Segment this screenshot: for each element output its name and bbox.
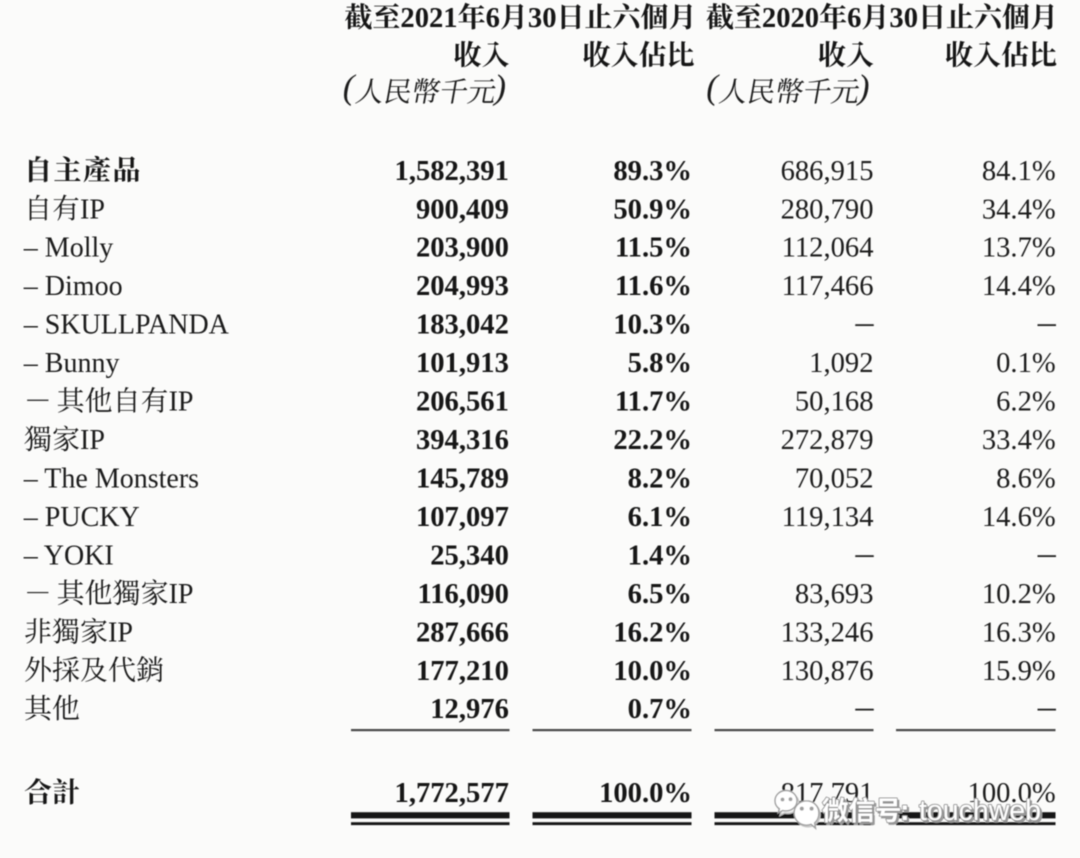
svg-text:25,340: 25,340 [430, 540, 509, 571]
svg-text:IP: IP [108, 617, 133, 648]
svg-text:117,466: 117,466 [782, 271, 874, 302]
svg-text:– YOKI: – YOKI [23, 540, 114, 571]
svg-text:112,064: 112,064 [782, 233, 874, 264]
svg-text:6: 6 [486, 3, 500, 34]
svg-text:11.5%: 11.5% [615, 233, 692, 264]
svg-text:– The Monsters: – The Monsters [23, 463, 199, 494]
svg-text:8.6%: 8.6% [996, 463, 1056, 494]
svg-text:IP: IP [80, 425, 105, 456]
svg-text:2020: 2020 [762, 3, 819, 34]
svg-text:2021: 2021 [400, 3, 457, 34]
svg-text:34.4%: 34.4% [982, 194, 1056, 225]
svg-text:6.2%: 6.2% [996, 387, 1056, 418]
svg-text:686,915: 686,915 [781, 156, 874, 187]
svg-text:1,092: 1,092 [809, 348, 873, 379]
svg-text:900,409: 900,409 [416, 194, 509, 225]
svg-text:33.4%: 33.4% [982, 425, 1056, 456]
svg-text:101,913: 101,913 [416, 348, 509, 379]
svg-text:8.2%: 8.2% [628, 463, 692, 494]
svg-text:–: – [1037, 532, 1057, 572]
svg-text:100.0%: 100.0% [599, 778, 692, 809]
svg-text:0.1%: 0.1% [996, 348, 1056, 379]
svg-text:119,134: 119,134 [782, 502, 874, 533]
svg-text:0.7%: 0.7% [628, 694, 692, 725]
svg-text:–: – [855, 686, 875, 726]
svg-text:116,090: 116,090 [418, 579, 509, 610]
svg-text:IP: IP [169, 387, 194, 418]
svg-text:touchweb: touchweb [921, 797, 1043, 829]
svg-text:12,976: 12,976 [430, 694, 509, 725]
svg-text:83,693: 83,693 [795, 579, 874, 610]
svg-text:– Molly: – Molly [23, 233, 113, 264]
svg-text:84.1%: 84.1% [982, 156, 1056, 187]
svg-text:14.4%: 14.4% [982, 271, 1056, 302]
svg-text:IP: IP [169, 579, 194, 610]
svg-text:272,879: 272,879 [781, 425, 874, 456]
svg-text:100.0%: 100.0% [968, 778, 1056, 809]
svg-text:–: – [855, 302, 875, 342]
svg-text:– SKULLPANDA: – SKULLPANDA [23, 310, 230, 341]
svg-text:177,210: 177,210 [416, 656, 509, 687]
svg-text:70,052: 70,052 [795, 463, 874, 494]
svg-text:10.2%: 10.2% [982, 579, 1056, 610]
svg-text:14.6%: 14.6% [982, 502, 1056, 533]
svg-text:16.3%: 16.3% [982, 617, 1056, 648]
svg-text:30: 30 [889, 3, 918, 34]
svg-text:287,666: 287,666 [416, 617, 509, 648]
svg-text:15.9%: 15.9% [982, 656, 1056, 687]
svg-text:203,900: 203,900 [416, 233, 509, 264]
svg-text:IP: IP [80, 194, 105, 225]
svg-text:107,097: 107,097 [416, 502, 509, 533]
svg-text:30: 30 [528, 3, 557, 34]
svg-text:–: – [1037, 686, 1057, 726]
svg-text:6.5%: 6.5% [628, 579, 692, 610]
svg-text:204,993: 204,993 [416, 271, 509, 302]
svg-text:6: 6 [847, 3, 861, 34]
svg-text:11.7%: 11.7% [615, 387, 692, 418]
svg-text:145,789: 145,789 [416, 463, 509, 494]
svg-text:– Bunny: – Bunny [23, 348, 120, 379]
svg-text:89.3%: 89.3% [613, 156, 692, 187]
svg-text:16.2%: 16.2% [613, 617, 692, 648]
svg-text::: : [902, 797, 912, 829]
svg-text:(: ( [343, 68, 357, 107]
svg-text:10.3%: 10.3% [613, 310, 692, 341]
svg-text:206,561: 206,561 [416, 387, 509, 418]
svg-text:394,316: 394,316 [416, 425, 509, 456]
svg-text:10.0%: 10.0% [613, 656, 692, 687]
svg-text:1,582,391: 1,582,391 [395, 156, 509, 187]
svg-text:280,790: 280,790 [781, 194, 874, 225]
svg-text:50,168: 50,168 [795, 387, 874, 418]
svg-text:– PUCKY: – PUCKY [23, 502, 140, 533]
svg-text:1,772,577: 1,772,577 [395, 778, 509, 809]
svg-text:5.8%: 5.8% [628, 348, 692, 379]
svg-text:(: ( [706, 68, 720, 107]
svg-text:– Dimoo: – Dimoo [23, 271, 123, 302]
svg-text:183,042: 183,042 [416, 310, 509, 341]
svg-text:): ) [856, 68, 870, 107]
svg-text:11.6%: 11.6% [615, 271, 692, 302]
svg-text::: : [900, 795, 910, 827]
svg-text:6.1%: 6.1% [628, 502, 692, 533]
svg-text:touchweb: touchweb [919, 795, 1041, 827]
svg-text:22.2%: 22.2% [613, 425, 692, 456]
svg-text:1.4%: 1.4% [628, 540, 692, 571]
svg-text:130,876: 130,876 [781, 656, 874, 687]
svg-text:133,246: 133,246 [781, 617, 874, 648]
svg-text:13.7%: 13.7% [982, 233, 1056, 264]
svg-text:–: – [1037, 302, 1057, 342]
svg-text:50.9%: 50.9% [613, 194, 692, 225]
svg-text:–: – [855, 532, 875, 572]
svg-text:): ) [492, 68, 506, 107]
